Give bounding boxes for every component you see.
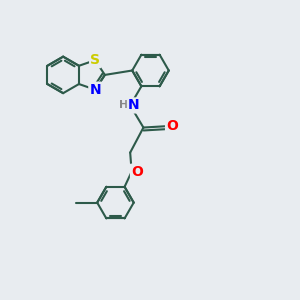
- Text: H: H: [119, 100, 128, 110]
- Text: O: O: [166, 119, 178, 133]
- Text: O: O: [131, 165, 143, 179]
- Text: S: S: [90, 53, 100, 67]
- Text: N: N: [128, 98, 140, 112]
- Text: N: N: [89, 82, 101, 97]
